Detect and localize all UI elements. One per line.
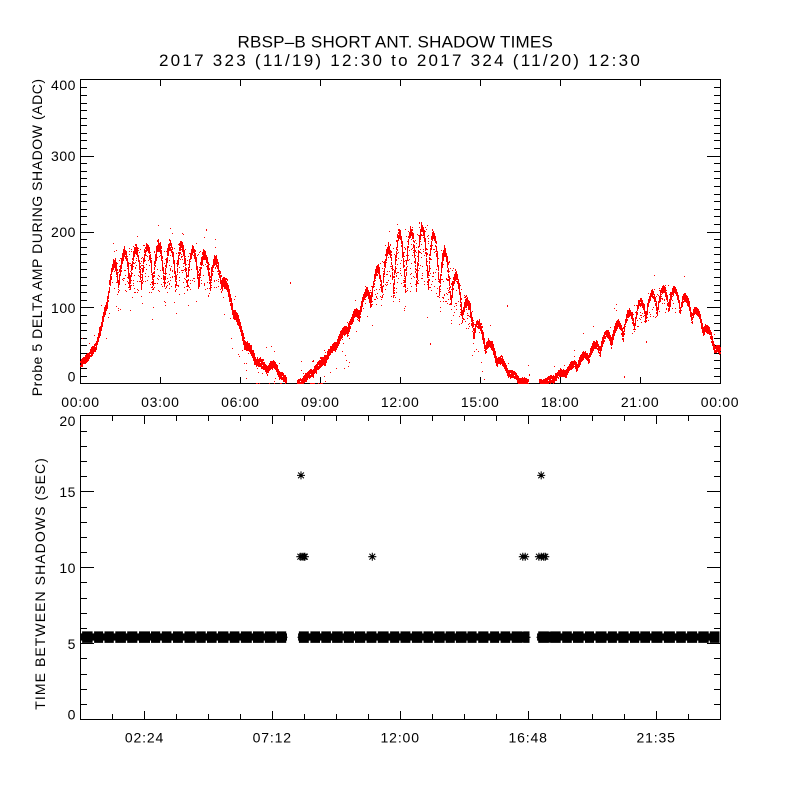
svg-text:21:35: 21:35 (636, 730, 675, 746)
svg-text:12:00: 12:00 (381, 394, 420, 410)
svg-text:10: 10 (59, 560, 76, 576)
svg-text:00:00: 00:00 (701, 394, 740, 410)
svg-text:09:00: 09:00 (301, 394, 340, 410)
svg-text:18:00: 18:00 (541, 394, 580, 410)
svg-text:15:00: 15:00 (461, 394, 500, 410)
svg-text:2017 323 (11/19) 12:30 to 2017: 2017 323 (11/19) 12:30 to 2017 324 (11/2… (159, 51, 642, 70)
svg-text:100: 100 (51, 300, 76, 316)
svg-text:300: 300 (51, 148, 76, 164)
svg-text:20: 20 (59, 413, 76, 429)
svg-text:16:48: 16:48 (508, 730, 547, 746)
svg-text:Probe 5 DELTA AMP DURING SHADO: Probe 5 DELTA AMP DURING SHADOW (ADC) (29, 78, 45, 396)
svg-text:RBSP–B SHORT ANT. SHADOW TIMES: RBSP–B SHORT ANT. SHADOW TIMES (238, 33, 554, 52)
svg-text:02:24: 02:24 (125, 730, 164, 746)
svg-text:00:00: 00:00 (61, 394, 100, 410)
svg-text:15: 15 (59, 484, 76, 500)
svg-text:5: 5 (68, 636, 76, 652)
svg-text:06:00: 06:00 (221, 394, 260, 410)
svg-text:03:00: 03:00 (141, 394, 180, 410)
svg-text:TIME BETWEEN SHADOWS (SEC): TIME BETWEEN SHADOWS (SEC) (32, 457, 48, 710)
svg-text:400: 400 (51, 77, 76, 93)
svg-text:07:12: 07:12 (253, 730, 292, 746)
svg-text:12:00: 12:00 (381, 730, 420, 746)
svg-text:0: 0 (68, 369, 76, 385)
svg-text:21:00: 21:00 (621, 394, 660, 410)
svg-text:0: 0 (68, 707, 76, 723)
svg-text:200: 200 (51, 224, 76, 240)
